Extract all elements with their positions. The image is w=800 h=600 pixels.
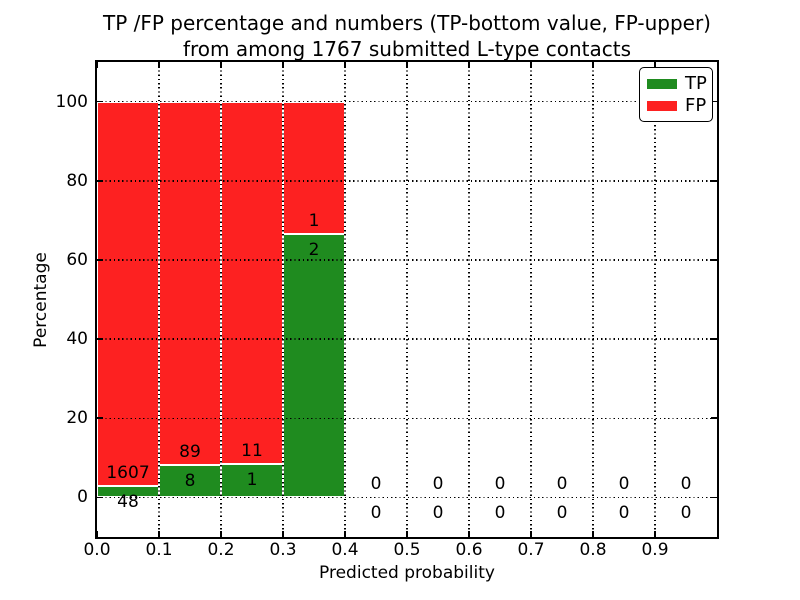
x-tick-mark-top: [406, 62, 408, 68]
x-tick-label: 0.7: [517, 540, 545, 560]
tp-count-label: 0: [680, 503, 692, 524]
x-tick-mark: [530, 531, 532, 537]
y-tick-mark: [97, 179, 103, 182]
chart-title: TP /FP percentage and numbers (TP-bottom…: [97, 10, 717, 62]
gridline-vertical: [592, 62, 594, 537]
fp-count-label: 89: [179, 441, 201, 462]
tp-count-label: 0: [556, 503, 568, 524]
tp-count-label: 0: [618, 503, 630, 524]
gridline-vertical: [406, 62, 408, 537]
y-tick-label: 60: [66, 249, 88, 270]
legend-entry: TP: [640, 73, 712, 95]
y-tick-mark-right: [711, 259, 717, 261]
fp-count-label: 1607: [106, 462, 150, 483]
y-tick-mark: [97, 417, 103, 420]
bar-segment-tp: [283, 233, 345, 498]
gridline-vertical: [220, 62, 222, 537]
y-tick-label: 40: [66, 329, 88, 350]
y-tick-mark: [97, 496, 103, 499]
plot-inner: 1607 48 89 8 11 1 1 2 0 0 0 0 0 0 0 0 0 0 0 0: [96, 62, 717, 537]
x-tick-label: 0.6: [455, 540, 483, 560]
y-tick-mark-right: [711, 179, 717, 182]
x-tick-mark-top: [530, 62, 532, 68]
fp-count-label: 11: [241, 441, 263, 462]
tp-count-label: 0: [494, 503, 506, 524]
tp-count-label: 48: [117, 491, 139, 512]
legend-label-tp: TP: [685, 73, 707, 94]
tp-count-label: 8: [184, 470, 196, 491]
gridline-vertical: [468, 62, 470, 537]
x-tick-mark-top: [344, 62, 346, 68]
bar-segment-fp: [221, 101, 283, 465]
tp-count-label: 0: [432, 503, 444, 524]
x-tick-label: 0.5: [393, 540, 421, 560]
x-tick-label: 0.9: [641, 540, 669, 560]
legend-entry: FP: [640, 95, 712, 117]
gridline-vertical: [344, 62, 346, 537]
fp-count-label: 0: [370, 474, 382, 495]
x-tick-mark: [282, 531, 284, 537]
legend: TP FP: [639, 67, 713, 122]
fp-count-label: 0: [618, 474, 630, 495]
plot-area: 1607 48 89 8 11 1 1 2 0 0 0 0 0 0 0 0 0 0 0 0 TP FP: [95, 60, 719, 539]
fp-count-label: 0: [556, 474, 568, 495]
gridline-vertical: [530, 62, 532, 537]
bar-segment-fp: [97, 101, 159, 486]
y-tick-label: 20: [66, 408, 88, 429]
y-tick-mark-right: [711, 338, 717, 340]
legend-swatch-fp: [647, 101, 677, 111]
y-tick-mark-right: [711, 100, 717, 103]
chart-title-line2: from among 1767 submitted L-type contact…: [182, 37, 632, 61]
gridline-vertical: [282, 62, 284, 537]
y-tick-label: 100: [55, 91, 88, 112]
fp-count-label: 0: [494, 474, 506, 495]
x-tick-mark: [158, 531, 160, 537]
x-tick-mark-top: [96, 62, 98, 68]
x-tick-label: 0.3: [269, 540, 297, 560]
y-tick-label: 80: [66, 170, 88, 191]
y-tick-label: 0: [77, 487, 88, 508]
x-tick-mark-top: [282, 62, 284, 68]
x-tick-mark-top: [592, 62, 594, 68]
chart-title-line1: TP /FP percentage and numbers (TP-bottom…: [103, 11, 711, 35]
gridline-vertical: [158, 62, 160, 537]
x-tick-mark: [654, 531, 656, 537]
x-tick-mark: [220, 531, 222, 537]
tp-count-label: 2: [308, 239, 320, 260]
y-tick-mark-right: [711, 496, 717, 499]
x-tick-mark: [592, 531, 594, 537]
y-tick-mark: [97, 338, 103, 340]
x-tick-mark: [406, 531, 408, 537]
fp-count-label: 1: [308, 210, 320, 231]
fp-count-label: 0: [432, 474, 444, 495]
fp-count-label: 0: [680, 474, 692, 495]
x-tick-label: 0.2: [207, 540, 235, 560]
legend-swatch-tp: [647, 79, 677, 89]
x-tick-mark-top: [220, 62, 222, 68]
x-tick-label: 0.8: [579, 540, 607, 560]
tp-count-label: 0: [370, 503, 382, 524]
y-tick-mark: [97, 100, 103, 103]
legend-label-fp: FP: [685, 95, 707, 116]
y-tick-mark: [97, 259, 103, 261]
tp-count-label: 1: [246, 470, 258, 491]
x-tick-mark: [96, 531, 98, 537]
x-tick-mark: [468, 531, 470, 537]
x-tick-label: 0.4: [331, 540, 359, 560]
bar-segment-fp: [159, 101, 221, 465]
x-axis-label: Predicted probability: [319, 563, 495, 583]
x-tick-mark-top: [468, 62, 470, 68]
y-tick-mark-right: [711, 417, 717, 420]
x-tick-label: 0.1: [145, 540, 173, 560]
gridline-vertical: [654, 62, 656, 537]
x-tick-mark-top: [158, 62, 160, 68]
x-tick-label: 0.0: [83, 540, 111, 560]
x-tick-mark-top: [654, 62, 656, 68]
x-tick-mark: [344, 531, 346, 537]
